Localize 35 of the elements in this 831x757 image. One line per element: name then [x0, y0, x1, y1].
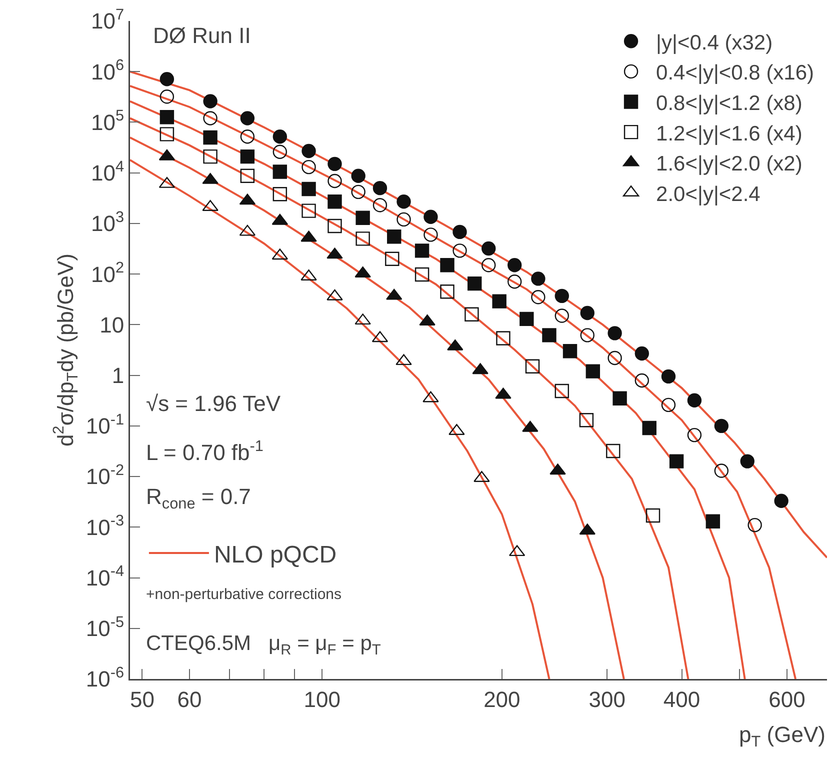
- y-tick-label: 10$^{7}$: [91, 6, 124, 34]
- y-tick-label: 10$^{5}$: [91, 108, 124, 135]
- legend-label: 2.0<|y|<2.4: [656, 182, 761, 206]
- x-tick-label: 600: [768, 686, 806, 712]
- legend-label: 0.4<|y|<0.8 (x16): [656, 62, 814, 85]
- legend-label: NLO pQCD: [214, 541, 337, 568]
- y-tick-label: 10$^{-5}$: [86, 614, 124, 642]
- y-tick-label: 10$^{-6}$: [86, 664, 124, 692]
- x-tick-label: 100: [304, 686, 340, 712]
- y-tick-label: 10$^{4}$: [91, 158, 125, 186]
- x-tick-label: 200: [484, 686, 520, 712]
- annotation: CTEQ6.5M μ$_{R}$ = μ$_{F}$ = p$_{T}$: [146, 632, 381, 658]
- x-tick-label: 60: [177, 686, 202, 712]
- annotation: L = 0.70 fb$^{-1}$: [146, 438, 264, 466]
- y-tick-label: 10$^{2}$: [91, 260, 124, 287]
- x-tick-label: 50: [130, 686, 154, 712]
- y-tick-label: 10: [100, 312, 124, 338]
- legend-label: 0.8<|y|<1.2 (x8): [656, 92, 802, 115]
- y-tick-label: 1: [112, 363, 124, 388]
- y-tick-label: 10$^{3}$: [91, 208, 124, 236]
- y-tick-label: 10$^{6}$: [91, 57, 124, 84]
- legend-label: |y|<0.4 (x32): [656, 31, 773, 54]
- x-tick-label: 400: [663, 686, 700, 712]
- legend-label: 1.6<|y|<2.0 (x2): [656, 152, 802, 176]
- y-tick-label: 10$^{-3}$: [86, 512, 124, 540]
- y-tick-label: 10$^{-1}$: [86, 411, 124, 439]
- x-axis-title: p$_{T}$ (GeV): [739, 722, 826, 751]
- y-tick-label: 10$^{-2}$: [86, 462, 124, 490]
- annotation: √s = 1.96 TeV: [146, 391, 281, 416]
- annotation: +non-perturbative corrections: [146, 586, 342, 603]
- x-tick-label: 300: [588, 686, 626, 712]
- legend-label: 1.2<|y|<1.6 (x4): [656, 122, 802, 146]
- y-tick-label: 10$^{-4}$: [86, 563, 125, 590]
- annotation: DØ Run II: [153, 23, 251, 48]
- annotation: R$_{cone}$ = 0.7: [146, 484, 251, 513]
